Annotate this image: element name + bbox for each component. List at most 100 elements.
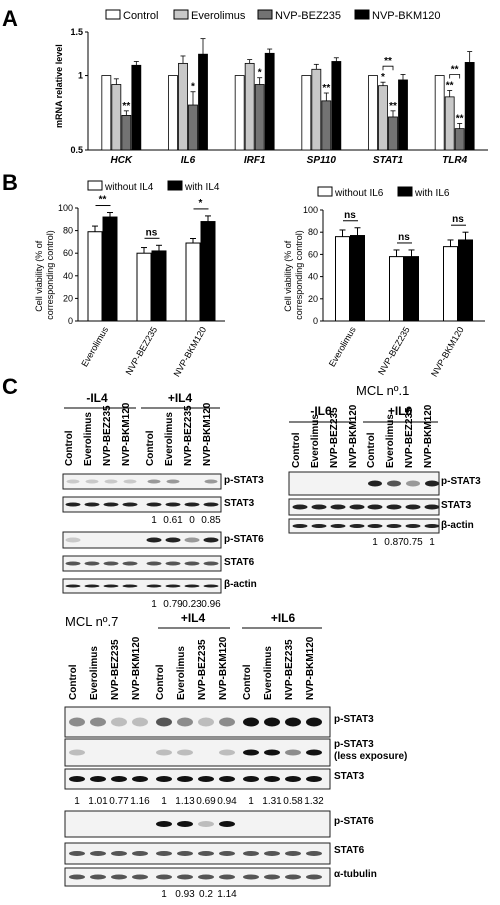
significance-mark: ns (452, 214, 464, 225)
protein-band (306, 717, 322, 727)
lane-label: Everolimus (89, 646, 100, 700)
protein-band (264, 851, 280, 856)
bar (321, 100, 332, 151)
protein-band (243, 874, 259, 880)
blot-strip (64, 842, 331, 865)
legend-label-bkm120: NVP-BKM120 (372, 10, 440, 22)
protein-band (386, 504, 402, 510)
panel-a-label: A (2, 6, 18, 31)
lane-label: Control (145, 430, 156, 466)
bar (378, 85, 388, 151)
lane-label: NVP-BEZ235 (183, 405, 194, 466)
quant-value: 0.96 (201, 599, 221, 610)
quant-value: 1 (372, 537, 378, 548)
legend-label-without-il4: without IL4 (104, 182, 154, 193)
protein-band (65, 537, 81, 543)
protein-band (386, 524, 402, 528)
significance-mark: ** (322, 83, 330, 94)
protein-band (425, 480, 439, 487)
mcl7-label-pstat3-less: p-STAT3 (334, 739, 374, 750)
bracket-mark: ** (384, 56, 392, 67)
legend-swatch-everolimus (173, 9, 189, 20)
lane-label: Control (366, 432, 377, 468)
bar (350, 235, 365, 322)
protein-band (90, 874, 106, 880)
protein-band (132, 874, 148, 880)
protein-band (146, 502, 162, 507)
protein-band (219, 821, 235, 827)
protein-band (406, 480, 420, 487)
blot-frame (62, 531, 222, 549)
significance-mark: ** (446, 81, 454, 92)
protein-band (264, 749, 280, 756)
lane-label: Control (242, 664, 253, 700)
protein-band (306, 749, 322, 756)
protein-band (69, 851, 85, 856)
y-tick-label: 80 (308, 227, 318, 237)
bracket (382, 65, 394, 71)
bar (168, 75, 178, 151)
protein-band (424, 524, 440, 528)
bar (331, 61, 342, 151)
significance-mark: ns (398, 232, 410, 243)
lane-label: NVP-BEZ235 (404, 407, 415, 468)
protein-band (368, 480, 382, 487)
protein-band (311, 524, 327, 528)
protein-band (424, 504, 440, 510)
legend-label-with-il4: with IL4 (184, 182, 220, 193)
quant-value: 1 (248, 796, 254, 807)
lane-label: NVP-BEZ235 (329, 407, 340, 468)
protein-band (156, 717, 172, 727)
y-tick-label: 0 (313, 316, 318, 326)
bar (178, 62, 188, 151)
quant-value: 0.77 (109, 796, 129, 807)
protein-band (405, 504, 421, 510)
category-label: NVP-BKM120 (429, 325, 466, 379)
protein-band (219, 717, 235, 727)
panel-b-left-chart: 0 20 40 60 80 100 ** Everolimus ns NVP-BEZ235 * NVP… (58, 195, 225, 379)
blot-strip (64, 768, 331, 790)
mcl1-blots (62, 471, 440, 594)
protein-band (90, 851, 106, 856)
protein-band (349, 524, 365, 528)
lane-label: NVP-BEZ235 (284, 639, 295, 700)
bar (131, 64, 142, 151)
significance-mark: ** (99, 195, 107, 206)
protein-band (84, 502, 100, 507)
protein-band (65, 584, 81, 588)
protein-band (69, 749, 85, 756)
lane-label: NVP-BEZ235 (102, 405, 113, 466)
il6-minus-header: -IL6 (310, 404, 332, 418)
bar (264, 52, 275, 151)
protein-band (156, 749, 172, 756)
quant-value: 1 (161, 796, 167, 807)
protein-band (84, 584, 100, 588)
quant-value: 1 (429, 537, 435, 548)
il4-label-stat6: STAT6 (224, 557, 255, 568)
lane-label: Control (155, 664, 166, 700)
protein-band (243, 851, 259, 856)
quant-value: 0.58 (283, 796, 303, 807)
blot-strip (62, 496, 222, 513)
mcl7-label-stat3: STAT3 (334, 771, 365, 782)
quant-value: 1 (151, 515, 157, 526)
blot-strip (62, 531, 222, 549)
panel-b-right-chart: 0 20 40 60 80 100 ns Everolimus ns NVP-BEZ235 ns NV… (303, 205, 485, 379)
protein-band (103, 561, 119, 566)
il6-label-bactin: β-actin (441, 520, 474, 531)
bar (188, 104, 198, 151)
panel-a-legend: Control Everolimus NVP-BEZ235 NVP-BKM120 (105, 9, 440, 22)
protein-band (203, 537, 219, 543)
protein-band (123, 479, 137, 484)
protein-band (198, 821, 214, 827)
bar (244, 62, 255, 151)
category-label: SP110 (307, 155, 337, 166)
bar (301, 75, 312, 151)
protein-band (367, 504, 383, 510)
protein-band (264, 717, 280, 727)
protein-band (166, 479, 180, 484)
bar (200, 221, 216, 322)
blot-strip (64, 867, 331, 887)
legend-swatch-bkm120 (354, 9, 370, 20)
blot-strip (64, 706, 331, 738)
